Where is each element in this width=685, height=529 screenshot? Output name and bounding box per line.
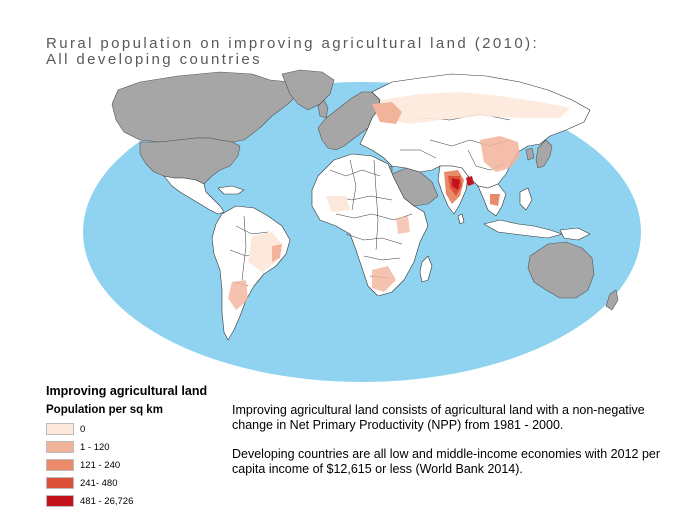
shade-west-africa — [326, 196, 350, 212]
shade-russia — [380, 92, 570, 124]
legend-subtitle: Population per sq km — [46, 404, 163, 416]
region-uk — [317, 99, 329, 119]
shade-brazil — [248, 232, 282, 272]
legend-label: 0 — [80, 423, 86, 435]
legend-item: 241- 480 — [46, 474, 207, 492]
region-africa — [311, 153, 429, 297]
region-korea — [525, 147, 535, 161]
legend-title: Improving agricultural land — [46, 384, 208, 398]
legend-swatch — [46, 495, 74, 507]
developed-regions — [111, 69, 619, 311]
map-title: Rural population on improving agricultur… — [46, 36, 539, 68]
region-canada-alaska — [111, 71, 301, 143]
region-australia — [527, 241, 595, 299]
legend-label: 1 - 120 — [80, 441, 110, 453]
shade-india-high — [452, 178, 460, 190]
map-legend: Improving agricultural land Population p… — [46, 384, 207, 510]
shade-southeast-asia — [490, 194, 500, 206]
legend-item: 121 - 240 — [46, 456, 207, 474]
legend-label: 241- 480 — [80, 477, 118, 489]
region-new-zealand — [605, 289, 619, 311]
legend-item: 1 - 120 — [46, 438, 207, 456]
shade-china — [480, 136, 520, 172]
region-greenland — [281, 69, 335, 111]
region-japan — [535, 139, 553, 169]
region-usa — [139, 137, 241, 185]
population-density-shading — [228, 92, 570, 310]
legend-swatch — [46, 423, 74, 435]
note-improving-land: Improving agricultural land consists of … — [232, 403, 645, 432]
note-developing-countries: Developing countries are all low and mid… — [232, 447, 661, 476]
shade-brazil-east — [272, 244, 282, 262]
shade-east-africa — [396, 216, 410, 234]
shade-bangladesh — [466, 176, 474, 186]
map-notes: Improving agricultural land consists of … — [232, 403, 662, 491]
legend-swatch — [46, 459, 74, 471]
region-mexico-central-america — [163, 175, 225, 215]
map-title-line-2: All developing countries — [46, 51, 263, 68]
legend-swatch — [46, 441, 74, 453]
map-title-line-1: Rural population on improving agricultur… — [46, 35, 540, 52]
region-madagascar — [419, 255, 433, 283]
region-papua — [559, 227, 591, 241]
legend-swatch — [46, 477, 74, 489]
legend-item: 0 — [46, 420, 207, 438]
region-sri-lanka — [457, 213, 465, 225]
shade-southern-africa — [372, 266, 396, 292]
legend-label: 481 - 26,726 — [80, 495, 134, 507]
legend-label: 121 - 240 — [80, 459, 121, 471]
legend-items: 0 1 - 120 121 - 240 241- 480 481 - 26,726 — [46, 420, 207, 510]
shade-eastern-europe — [372, 102, 402, 124]
legend-item: 481 - 26,726 — [46, 492, 207, 510]
shade-argentina — [228, 280, 248, 310]
region-philippines — [519, 187, 533, 211]
region-caribbean — [217, 185, 245, 195]
